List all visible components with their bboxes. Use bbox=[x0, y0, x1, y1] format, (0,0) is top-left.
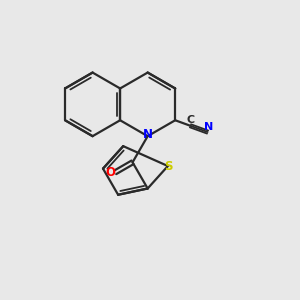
Text: C: C bbox=[186, 115, 194, 125]
Text: S: S bbox=[164, 160, 172, 172]
Text: O: O bbox=[105, 166, 115, 179]
Text: N: N bbox=[143, 128, 153, 141]
Text: N: N bbox=[204, 122, 214, 132]
